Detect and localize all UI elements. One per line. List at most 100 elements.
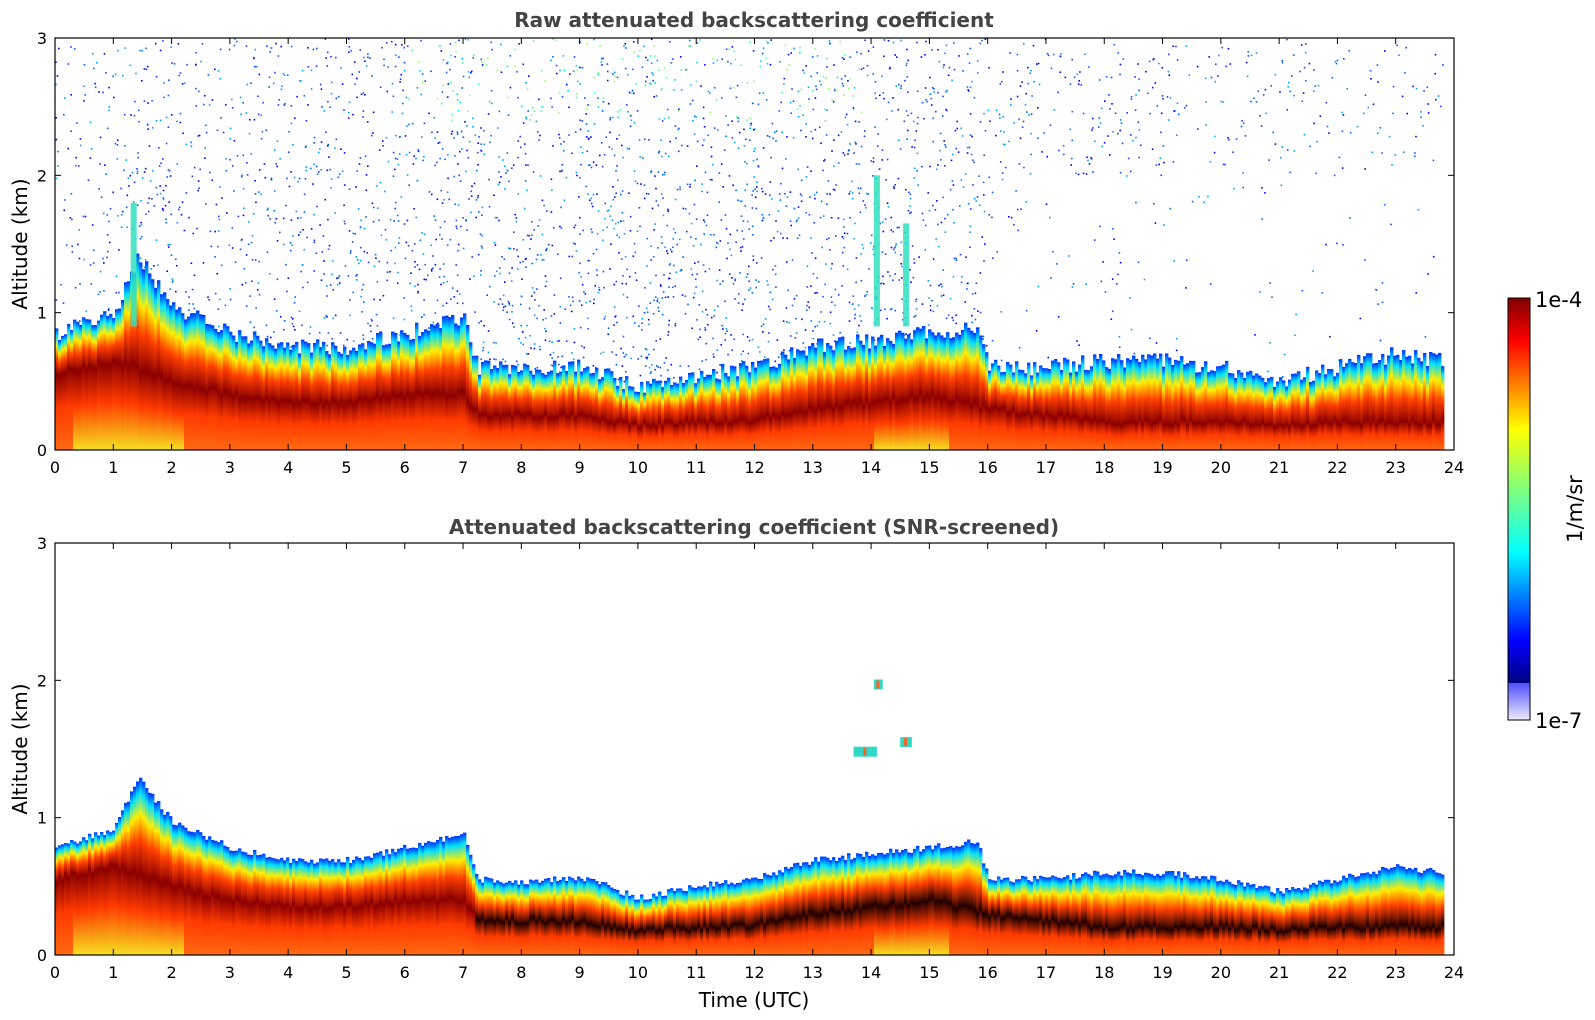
noise-pixel bbox=[773, 131, 776, 134]
noise-pixel bbox=[1008, 216, 1010, 218]
noise-pixel bbox=[558, 340, 560, 342]
noise-pixel bbox=[924, 249, 926, 251]
noise-pixel bbox=[453, 137, 455, 139]
noise-pixel bbox=[826, 109, 828, 111]
profile-column bbox=[349, 863, 353, 955]
profile-column bbox=[1165, 353, 1169, 450]
noise-pixel bbox=[1107, 135, 1109, 137]
noise-pixel bbox=[601, 110, 604, 112]
noise-pixel bbox=[751, 102, 754, 105]
noise-pixel bbox=[283, 320, 286, 322]
noise-pixel bbox=[1026, 111, 1028, 113]
noise-pixel bbox=[1071, 58, 1073, 61]
noise-pixel bbox=[372, 132, 374, 134]
noise-pixel bbox=[313, 239, 316, 242]
noise-pixel bbox=[387, 160, 390, 163]
noise-pixel bbox=[1109, 108, 1111, 110]
noise-pixel bbox=[654, 175, 656, 177]
profile-column bbox=[253, 849, 257, 955]
noise-pixel bbox=[343, 344, 345, 347]
noise-pixel bbox=[1069, 128, 1071, 131]
profile-column bbox=[1420, 873, 1424, 955]
noise-pixel bbox=[319, 83, 322, 86]
noise-pixel bbox=[343, 204, 345, 207]
noise-pixel bbox=[520, 342, 522, 344]
noise-pixel bbox=[894, 184, 896, 186]
noise-pixel bbox=[907, 210, 910, 212]
profile-column bbox=[370, 342, 374, 450]
noise-pixel bbox=[556, 72, 558, 75]
profile-column bbox=[688, 885, 692, 955]
noise-pixel bbox=[517, 255, 519, 258]
noise-pixel bbox=[434, 137, 436, 139]
profile-column bbox=[841, 336, 845, 450]
noise-pixel bbox=[327, 248, 330, 250]
noise-pixel bbox=[1398, 54, 1400, 56]
noise-pixel bbox=[751, 225, 754, 227]
noise-pixel bbox=[228, 48, 231, 51]
noise-pixel bbox=[326, 169, 329, 172]
noise-pixel bbox=[645, 365, 647, 367]
profile-column bbox=[1372, 363, 1376, 450]
noise-pixel bbox=[562, 55, 565, 57]
noise-pixel bbox=[58, 47, 60, 50]
profile-column bbox=[982, 344, 986, 450]
noise-pixel bbox=[786, 261, 788, 263]
noise-pixel bbox=[367, 322, 369, 325]
profile-column bbox=[586, 877, 590, 955]
noise-pixel bbox=[666, 224, 668, 227]
profile-column bbox=[697, 886, 701, 955]
profile-column bbox=[943, 337, 947, 450]
noise-pixel bbox=[446, 62, 448, 65]
noise-pixel bbox=[894, 251, 896, 254]
noise-pixel bbox=[372, 111, 375, 114]
noise-pixel bbox=[652, 255, 655, 258]
noise-pixel bbox=[352, 113, 354, 116]
noise-pixel bbox=[831, 301, 833, 303]
noise-pixel bbox=[342, 170, 344, 173]
noise-pixel bbox=[938, 284, 940, 287]
noise-pixel bbox=[724, 339, 726, 341]
noise-pixel bbox=[398, 56, 400, 58]
profile-column bbox=[1363, 356, 1367, 450]
noise-pixel bbox=[1155, 342, 1158, 344]
profile-column bbox=[1405, 869, 1409, 955]
noise-pixel bbox=[690, 236, 692, 238]
noise-pixel bbox=[411, 122, 414, 125]
noise-pixel bbox=[894, 54, 896, 56]
noise-pixel bbox=[504, 360, 507, 363]
noise-pixel bbox=[645, 356, 647, 359]
noise-pixel bbox=[806, 166, 809, 168]
noise-pixel bbox=[985, 344, 988, 347]
profile-column bbox=[1213, 876, 1217, 955]
noise-pixel bbox=[976, 60, 979, 62]
noise-pixel bbox=[615, 192, 617, 194]
noise-pixel bbox=[217, 245, 219, 248]
noise-pixel bbox=[106, 127, 109, 130]
noise-pixel bbox=[349, 299, 351, 301]
noise-pixel bbox=[270, 177, 273, 179]
noise-pixel bbox=[343, 184, 346, 186]
profile-column bbox=[1057, 362, 1061, 450]
noise-pixel bbox=[107, 308, 110, 310]
noise-pixel bbox=[175, 264, 178, 267]
noise-pixel bbox=[735, 241, 737, 243]
noise-pixel bbox=[1274, 73, 1277, 76]
noise-pixel bbox=[667, 334, 669, 336]
profile-column bbox=[580, 878, 584, 955]
noise-pixel bbox=[468, 140, 471, 143]
noise-pixel bbox=[607, 327, 610, 329]
noise-pixel bbox=[924, 87, 927, 89]
profile-column bbox=[850, 859, 854, 955]
noise-pixel bbox=[945, 44, 948, 47]
noise-pixel bbox=[611, 148, 613, 151]
noise-pixel bbox=[633, 92, 635, 95]
noise-pixel bbox=[451, 287, 454, 289]
profile-column bbox=[1192, 878, 1196, 955]
noise-pixel bbox=[263, 163, 266, 165]
noise-pixel bbox=[181, 83, 184, 85]
noise-pixel bbox=[416, 264, 419, 266]
noise-pixel bbox=[1057, 316, 1060, 318]
noise-pixel bbox=[239, 248, 242, 251]
noise-pixel bbox=[1287, 85, 1289, 88]
